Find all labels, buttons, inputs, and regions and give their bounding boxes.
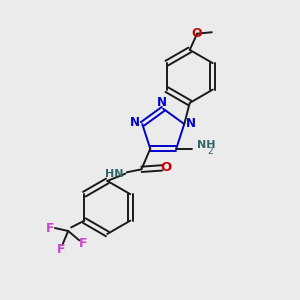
- Text: HN: HN: [105, 169, 124, 179]
- Text: 2: 2: [208, 147, 213, 156]
- Text: N: N: [157, 96, 167, 109]
- Text: N: N: [186, 117, 196, 130]
- Text: N: N: [130, 116, 140, 129]
- Text: F: F: [57, 243, 65, 256]
- Text: O: O: [161, 161, 172, 174]
- Text: O: O: [192, 27, 203, 40]
- Text: NH: NH: [197, 140, 216, 150]
- Text: F: F: [46, 221, 55, 235]
- Text: F: F: [79, 237, 87, 250]
